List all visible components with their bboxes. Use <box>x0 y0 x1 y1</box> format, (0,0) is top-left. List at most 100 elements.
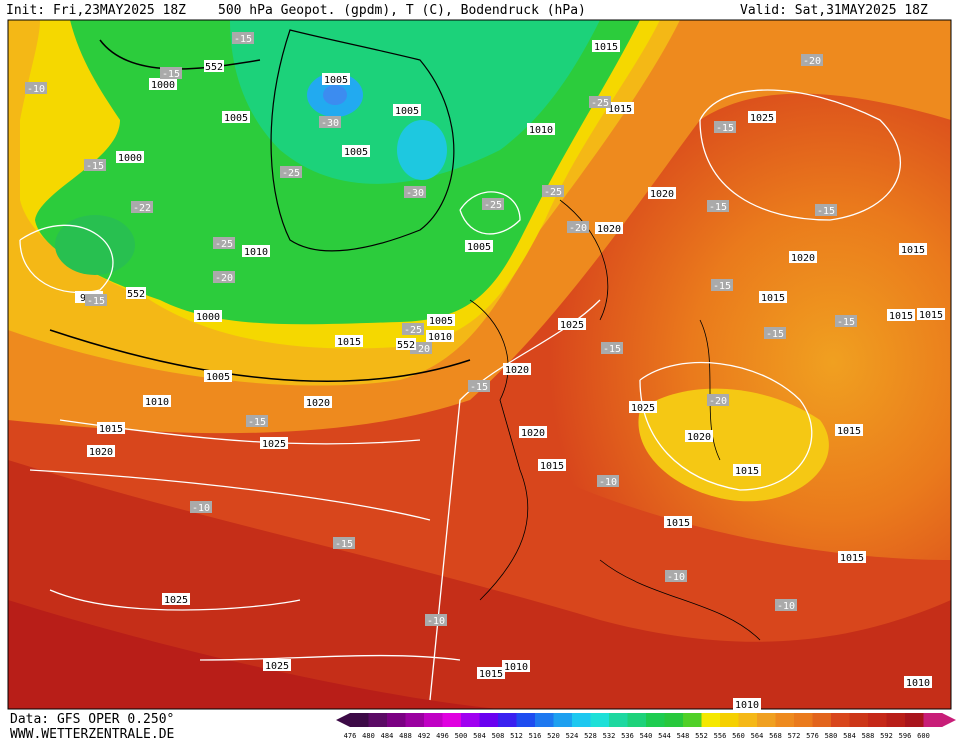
colorbar-tick-label: 520 <box>547 732 560 740</box>
isobar-label-box <box>162 593 190 605</box>
colorbar-swatch <box>886 713 906 727</box>
temperature-label: -25 <box>544 187 562 198</box>
isobar-label: 1000 <box>196 312 220 323</box>
temperature-label-box <box>468 380 490 392</box>
isobar-label-box <box>917 308 945 320</box>
map-frame <box>7 19 952 710</box>
isobar-label: 1015 <box>99 424 123 435</box>
colorbar-swatch <box>350 713 369 727</box>
colorbar-tick-label: 556 <box>714 732 727 740</box>
isobar-label: 1015 <box>594 42 618 53</box>
temperature-label-box <box>542 185 564 197</box>
isobar-label: 1015 <box>666 518 690 529</box>
temperature-label-box <box>707 394 729 406</box>
colorbar-swatch <box>701 713 721 727</box>
colorbar-swatch <box>572 713 591 727</box>
isobar-label-box <box>789 251 817 263</box>
isobar-label-box <box>263 659 291 671</box>
colorbar-swatch <box>405 713 425 727</box>
temperature-label: -15 <box>817 206 835 217</box>
colorbar-tick-label: 488 <box>399 732 412 740</box>
temperature-label-box <box>319 116 341 128</box>
map-labels: 1015 1015 1000 1005 1005 1005 1005 1000 1010 1025… <box>25 32 945 711</box>
temperature-label: -30 <box>406 188 424 199</box>
isobar-label: 1005 <box>344 147 368 158</box>
temperature-label: -10 <box>427 616 445 627</box>
colorbar-tick-label: 532 <box>603 732 616 740</box>
isobar-label: 1015 <box>837 426 861 437</box>
isobar-label: 1005 <box>324 75 348 86</box>
isobar-label: 1025 <box>164 595 188 606</box>
temperature-label-box <box>25 82 47 94</box>
isobar-label-box <box>685 430 713 442</box>
temperature-label: -15 <box>234 34 252 45</box>
colorbar-tick-label: 588 <box>862 732 875 740</box>
isobar-label-box <box>304 396 332 408</box>
temperature-label: -15 <box>716 123 734 134</box>
isobar-label: 1025 <box>750 113 774 124</box>
temperature-label: -25 <box>215 239 233 250</box>
temperature-label: -25 <box>282 168 300 179</box>
temperature-label-box <box>764 327 786 339</box>
colorbar-tick-label: 584 <box>843 732 856 740</box>
isobar-label: 1010 <box>428 332 452 343</box>
temperature-label-box <box>190 501 212 513</box>
colorbar-swatch <box>461 713 480 727</box>
isobar-label: 1020 <box>505 365 529 376</box>
colorbar-tick-label: 528 <box>584 732 597 740</box>
temperature-label-box <box>402 323 424 335</box>
colorbar-swatch <box>498 713 517 727</box>
height-label-box <box>396 338 416 350</box>
isobar-label-box <box>242 245 270 257</box>
isobar-label-box <box>887 309 915 321</box>
valid-time: Valid: Sat,31MAY2025 18Z <box>740 3 928 18</box>
isobar-label: 1025 <box>560 320 584 331</box>
isobar-label-box <box>393 104 421 116</box>
colorbar: 476 480 484 488 492 496 500 504 508 512 516 520 524 5… <box>336 713 956 740</box>
colorbar-tick-label: 512 <box>510 732 523 740</box>
isobar-label: 1015 <box>479 669 503 680</box>
colorbar-swatch <box>424 713 443 727</box>
colorbar-tick-label: 508 <box>492 732 505 740</box>
isobar-label-box <box>629 401 657 413</box>
isobar-label: 1020 <box>650 189 674 200</box>
temperature-label-box <box>246 415 268 427</box>
colorbar-arrow-right <box>942 713 956 727</box>
colorbar-swatch <box>683 713 702 727</box>
isobar-label: 1015 <box>840 553 864 564</box>
isobar-label: 1015 <box>735 466 759 477</box>
map-title: 500 hPa Geopot. (gpdm), T (C), Bodendruc… <box>218 3 586 18</box>
colorbar-tick-label: 580 <box>825 732 838 740</box>
colorbar-swatch <box>609 713 628 727</box>
temperature-label-box <box>482 198 504 210</box>
temperature-label: -10 <box>777 601 795 612</box>
data-source: Data: GFS OPER 0.250° <box>10 712 174 727</box>
colorbar-tick-label: 544 <box>658 732 671 740</box>
isobar-label-box <box>465 240 493 252</box>
colorbar-tick-label: 548 <box>677 732 690 740</box>
isobar-label-box <box>426 330 454 342</box>
isobar-label-box <box>519 426 547 438</box>
colorbar-tick-label: 536 <box>621 732 634 740</box>
isobar-label-box <box>648 187 676 199</box>
isobar-label-box <box>592 40 620 52</box>
isobar-label: 1010 <box>504 662 528 673</box>
colorbar-swatch <box>812 713 832 727</box>
temperature-label-box <box>815 204 837 216</box>
isobar-label-box <box>149 78 177 90</box>
temperature-label-box <box>213 237 235 249</box>
colorbar-swatch <box>868 713 887 727</box>
temperature-label-box <box>775 599 797 611</box>
colorbar-tick-label: 516 <box>529 732 542 740</box>
isobar-label-box <box>538 459 566 471</box>
isobar-label-box <box>759 291 787 303</box>
temperature-label-box <box>589 96 611 108</box>
temperature-label: -20 <box>803 56 821 67</box>
colorbar-swatch <box>664 713 684 727</box>
isobar-label-box <box>427 314 455 326</box>
temperature-label-box <box>280 166 302 178</box>
temperature-label: -25 <box>591 98 609 109</box>
colorbar-swatch <box>368 713 388 727</box>
